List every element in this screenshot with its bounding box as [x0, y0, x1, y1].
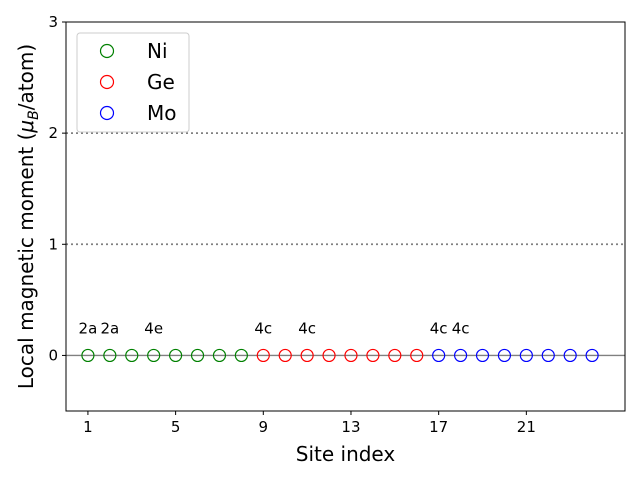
wyckoff-annotations: 2a 2a 4e 4c 4c 4c 4c [79, 319, 470, 337]
x-tick-label: 13 [341, 418, 360, 436]
x-axis-title: Site index [296, 442, 396, 466]
y-axis-title: Local magnetic moment (μB/atom) [14, 44, 42, 389]
data-point-ni [147, 348, 161, 363]
wyckoff-label: 4c [298, 319, 316, 337]
x-tick-label: 17 [429, 418, 448, 436]
data-point-ge [322, 348, 336, 363]
data-point-mo [563, 348, 577, 363]
legend-marker-ge [99, 74, 115, 90]
data-point-ge [366, 348, 380, 363]
y-tick-label: 3 [48, 13, 58, 31]
x-tick-label: 1 [83, 418, 93, 436]
data-point-ge [388, 348, 402, 363]
x-tick-label: 21 [517, 418, 536, 436]
wyckoff-label: 2a [100, 319, 119, 337]
legend: Ni Ge Mo [76, 32, 190, 133]
data-point-mo [585, 348, 599, 363]
data-point-ge [410, 348, 424, 363]
wyckoff-label: 4c [254, 319, 272, 337]
legend-label-mo: Mo [147, 101, 177, 125]
x-tick-label: 9 [259, 418, 269, 436]
data-point-mo [453, 348, 468, 363]
data-point-ge [344, 348, 358, 363]
wyckoff-label: 4c [430, 319, 448, 337]
y-tick-label: 2 [48, 124, 58, 142]
data-point-ge [256, 348, 270, 363]
wyckoff-label: 2a [79, 319, 98, 337]
y-axis-ticks: 0 1 2 3 [48, 13, 66, 364]
data-point-ni [103, 348, 117, 363]
x-tick-label: 5 [171, 418, 181, 436]
data-point-ni [125, 348, 139, 363]
data-point-ni [234, 348, 248, 363]
legend-marker-mo [99, 105, 115, 121]
data-point-ni [81, 348, 95, 363]
data-point-ge [278, 348, 292, 363]
plot-frame [65, 21, 626, 412]
x-axis-ticks: 1 5 9 13 17 21 [83, 411, 536, 436]
data-point-mo [519, 348, 533, 363]
y-tick-label: 1 [48, 235, 58, 253]
data-point-ge [300, 348, 314, 363]
data-point-mo [432, 348, 446, 363]
data-point-mo [497, 348, 512, 363]
legend-marker-ni [99, 43, 115, 59]
y-tick-label: 0 [48, 346, 58, 364]
data-point-mo [475, 348, 490, 363]
data-point-ni [212, 348, 227, 363]
data-point-mo [541, 348, 555, 363]
legend-label-ni: Ni [147, 39, 168, 63]
legend-label-ge: Ge [147, 70, 175, 94]
data-point-ni [190, 348, 205, 363]
data-points [81, 348, 599, 363]
data-point-ni [169, 348, 183, 363]
wyckoff-label: 4c [452, 319, 470, 337]
wyckoff-label: 4e [144, 319, 163, 337]
